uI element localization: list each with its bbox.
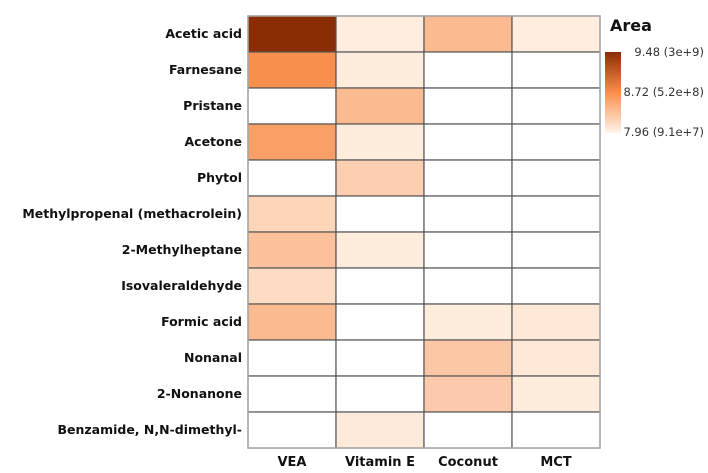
row-label: Methylpropenal (methacrolein) [22, 206, 242, 221]
heatmap-cell [423, 159, 513, 197]
heatmap-cell [247, 411, 337, 449]
heatmap-cell [247, 267, 337, 305]
heatmap-cell [335, 411, 425, 449]
legend-tick-label: 8.72 (5.2e+8) [623, 85, 704, 99]
heatmap-cell [423, 303, 513, 341]
heatmap-cell [511, 51, 601, 89]
row-label: Acetone [184, 134, 242, 149]
heatmap-cell [247, 159, 337, 197]
heatmap-cell [423, 87, 513, 125]
row-label: Isovaleraldehyde [121, 278, 242, 293]
legend-title: Area [610, 16, 652, 35]
row-label: Formic acid [161, 314, 242, 329]
heatmap-cell [247, 123, 337, 161]
heatmap-cell [423, 375, 513, 413]
heatmap-cell [247, 375, 337, 413]
heatmap-cell [511, 411, 601, 449]
heatmap-cell [511, 267, 601, 305]
heatmap-cell [511, 159, 601, 197]
row-label: Phytol [197, 170, 242, 185]
heatmap-cell [423, 339, 513, 377]
heatmap-cell [335, 375, 425, 413]
row-label: Acetic acid [165, 26, 242, 41]
heatmap-cell [247, 339, 337, 377]
heatmap-cell [335, 51, 425, 89]
heatmap-cell [335, 87, 425, 125]
heatmap-cell [335, 339, 425, 377]
heatmap-cell [247, 15, 337, 53]
heatmap-cell [423, 15, 513, 53]
row-label: 2-Methylheptane [122, 242, 242, 257]
heatmap-cell [247, 195, 337, 233]
heatmap-cell [247, 231, 337, 269]
column-label: VEA [277, 455, 306, 470]
heatmap-cell [511, 87, 601, 125]
heatmap-cell [423, 231, 513, 269]
heatmap-cell [511, 375, 601, 413]
heatmap-cell [247, 87, 337, 125]
row-label: 2-Nonanone [157, 386, 242, 401]
legend-colorbar [605, 52, 621, 133]
legend-tick-label: 7.96 (9.1e+7) [623, 125, 704, 139]
heatmap-cell [423, 195, 513, 233]
heatmap-cell [335, 159, 425, 197]
heatmap-cell [247, 303, 337, 341]
heatmap-cell [335, 123, 425, 161]
row-label: Benzamide, N,N-dimethyl- [57, 422, 242, 437]
row-label: Farnesane [169, 62, 242, 77]
heatmap-cell [423, 411, 513, 449]
heatmap-cell [511, 15, 601, 53]
heatmap-cell [335, 303, 425, 341]
column-label: Coconut [438, 455, 498, 470]
heatmap-cell [335, 267, 425, 305]
heatmap-cell [511, 303, 601, 341]
heatmap-cell [511, 339, 601, 377]
column-label: Vitamin E [345, 455, 415, 470]
heatmap-cell [511, 123, 601, 161]
grid-border [247, 15, 601, 449]
heatmap-cell [335, 15, 425, 53]
heatmap-cell [335, 231, 425, 269]
heatmap-cell [247, 51, 337, 89]
column-label: MCT [540, 455, 571, 470]
row-label: Nonanal [184, 350, 242, 365]
heatmap-cell [335, 195, 425, 233]
heatmap-cell [511, 231, 601, 269]
row-label: Pristane [183, 98, 242, 113]
heatmap-cell [423, 267, 513, 305]
heatmap-cell [423, 51, 513, 89]
legend-tick-label: 9.48 (3e+9) [634, 45, 704, 59]
heatmap-cell [423, 123, 513, 161]
heatmap-cell [511, 195, 601, 233]
